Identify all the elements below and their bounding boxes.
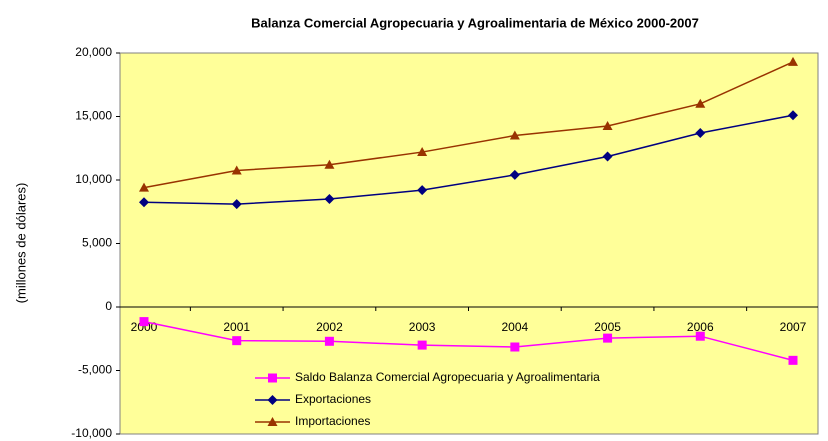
- data-point: [509, 130, 520, 140]
- legend-marker: [267, 417, 278, 426]
- x-tick-label: 2003: [409, 320, 436, 334]
- x-tick-label: 2001: [223, 320, 250, 334]
- data-point: [695, 331, 705, 341]
- data-point: [324, 159, 335, 169]
- y-tick-label: -10,000: [71, 426, 112, 440]
- series-line: [143, 61, 794, 189]
- data-point: [324, 336, 334, 346]
- data-point: [324, 194, 335, 205]
- x-tick-label: 2004: [502, 320, 529, 334]
- data-point: [232, 336, 242, 346]
- data-point: [417, 147, 428, 157]
- data-point: [695, 128, 706, 139]
- data-point: [417, 340, 427, 350]
- y-axis-label: (millones de dólares): [13, 183, 28, 304]
- data-point: [510, 342, 520, 352]
- y-tick-label: 5,000: [82, 236, 112, 250]
- data-point: [417, 185, 428, 196]
- y-tick-label: 15,000: [75, 109, 112, 123]
- series-line: [143, 114, 794, 205]
- data-point: [139, 197, 149, 208]
- data-point: [231, 199, 242, 210]
- data-point: [695, 98, 706, 108]
- y-tick-label: 10,000: [75, 172, 112, 186]
- data-point: [788, 110, 798, 121]
- chart-title: Balanza Comercial Agropecuaria y Agroali…: [251, 15, 699, 30]
- legend-marker: [267, 395, 278, 405]
- data-point: [231, 165, 242, 175]
- y-tick-label: 0: [105, 299, 112, 313]
- x-tick-label: 2002: [316, 320, 343, 334]
- x-tick-label: 2005: [594, 320, 621, 334]
- y-tick-label: -5,000: [78, 363, 112, 377]
- plot-area: [119, 52, 819, 435]
- data-point: [788, 355, 798, 365]
- series-line: [143, 320, 794, 362]
- data-point: [509, 169, 520, 180]
- data-point: [139, 317, 149, 327]
- legend-label: Saldo Balanza Comercial Agropecuaria y A…: [295, 370, 600, 384]
- legend-label: Exportaciones: [295, 392, 371, 406]
- data-point: [602, 121, 613, 131]
- legend-marker: [268, 373, 277, 383]
- data-point: [139, 182, 149, 192]
- data-point: [602, 151, 613, 162]
- data-point: [603, 333, 613, 343]
- legend-label: Importaciones: [295, 414, 370, 428]
- data-point: [788, 56, 798, 66]
- x-tick-label: 2006: [687, 320, 714, 334]
- x-tick-label: 2007: [780, 320, 807, 334]
- y-tick-label: 20,000: [75, 45, 112, 59]
